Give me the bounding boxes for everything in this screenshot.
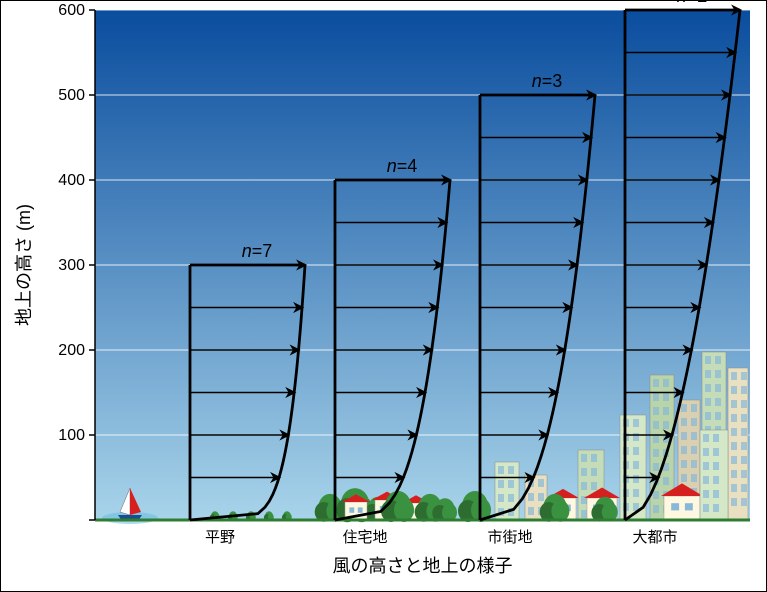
wind-profile-chart: n=7n=4n=3n=2100200300400500600地上の高さ (m)平… [0,0,767,592]
y-tick-label: 300 [58,257,85,274]
y-tick-label: 200 [58,342,85,359]
y-tick-label: 500 [58,87,85,104]
n-label: n=7 [242,241,273,261]
chart-canvas: n=7n=4n=3n=2100200300400500600地上の高さ (m)平… [0,0,767,592]
n-label: n=3 [532,71,563,91]
x-category-label: 市街地 [487,529,532,546]
n-label: n=4 [387,156,418,176]
y-tick-label: 100 [58,427,85,444]
y-tick-label: 600 [58,2,85,19]
x-category-label: 住宅地 [342,529,387,546]
y-axis-label: 地上の高さ (m) [14,204,34,326]
x-category-label: 大都市 [632,529,677,546]
x-category-label: 平野 [205,529,235,546]
x-axis-title: 風の高さと地上の様子 [333,556,513,576]
y-tick-label: 400 [58,172,85,189]
